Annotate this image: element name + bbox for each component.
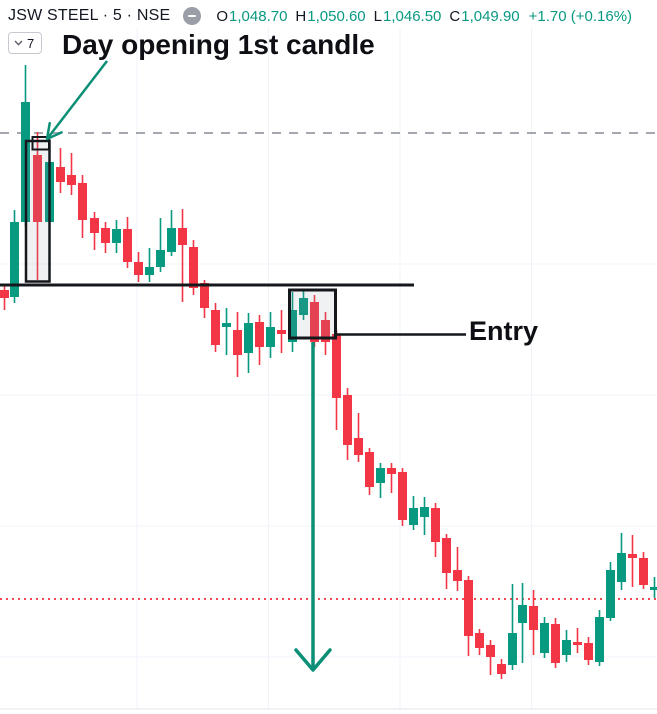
- candle-body: [299, 298, 308, 315]
- candle-body: [518, 605, 527, 623]
- low-label: L: [373, 7, 382, 25]
- candle-body: [200, 283, 209, 308]
- low-value: 1,046.50: [383, 7, 442, 25]
- candle-body: [639, 558, 648, 585]
- chevron-down-icon: [14, 40, 23, 46]
- day-open-arrow-head: [45, 121, 63, 141]
- candle-body: [617, 553, 626, 582]
- candle-body: [562, 640, 571, 655]
- open-range-box[interactable]: [24, 139, 51, 283]
- candle-body: [573, 642, 582, 645]
- candle-body: [420, 507, 429, 517]
- indicator-count: 7: [27, 35, 35, 51]
- candle-body: [244, 323, 253, 353]
- candle-body: [442, 538, 451, 573]
- candle-body: [189, 247, 198, 288]
- candle-body: [354, 438, 363, 455]
- candle-body: [508, 633, 517, 665]
- candle-body: [222, 323, 231, 327]
- candle-body: [10, 222, 19, 297]
- candle-body: [332, 334, 341, 398]
- candle-body: [650, 587, 657, 590]
- high-value: 1,050.60: [307, 7, 366, 25]
- candle-body: [409, 508, 418, 525]
- candle-body: [101, 228, 110, 243]
- candle-body: [431, 508, 440, 542]
- open-value: 1,048.70: [229, 7, 288, 25]
- candle-body: [112, 229, 121, 243]
- candle-body: [56, 167, 65, 182]
- minus-icon: [188, 15, 197, 17]
- candle-body: [134, 262, 143, 275]
- entry-annotation-label[interactable]: Entry: [469, 316, 539, 346]
- candle-body: [343, 395, 352, 445]
- collapse-legend-button[interactable]: [183, 7, 202, 25]
- candle-body: [551, 624, 560, 663]
- change-value: +1.70 (+0.16%): [528, 7, 633, 25]
- close-label: C: [449, 7, 461, 25]
- candle-body: [0, 290, 9, 298]
- candle-body: [497, 664, 506, 674]
- candle-body: [67, 175, 76, 185]
- indicators-toggle-button[interactable]: 7: [8, 32, 43, 54]
- day-open-annotation-label[interactable]: Day opening 1st candle: [62, 29, 375, 60]
- breakdown-arrow-head: [294, 648, 332, 672]
- candle-body: [540, 623, 549, 653]
- candle-body: [310, 302, 319, 342]
- candle-body: [584, 643, 593, 660]
- candle-body: [90, 218, 99, 233]
- candle-body: [595, 617, 604, 662]
- open-label: O: [216, 7, 229, 25]
- candle-body: [255, 322, 264, 347]
- ohlc-readout: O 1,048.70 H 1,050.60 L 1,046.50 C 1,049…: [216, 8, 632, 25]
- candle-body: [453, 570, 462, 581]
- candle-body: [606, 570, 615, 618]
- candle-body: [156, 250, 165, 267]
- candle-body: [398, 472, 407, 520]
- candle-body: [475, 633, 484, 648]
- candle-body: [376, 468, 385, 483]
- candle-body: [167, 228, 176, 252]
- candle-body: [123, 229, 132, 262]
- candle-body: [486, 645, 495, 657]
- candle-body: [266, 327, 275, 347]
- symbol-title[interactable]: JSW STEEL · 5 · NSE: [8, 7, 171, 24]
- open-candle-box[interactable]: [31, 136, 50, 151]
- candle-body: [277, 330, 286, 334]
- chart-header: JSW STEEL · 5 · NSE O 1,048.70 H 1,050.6…: [8, 4, 632, 28]
- candle-body: [233, 330, 242, 355]
- candle-body: [145, 267, 154, 275]
- high-label: H: [295, 7, 307, 25]
- candle-body: [211, 310, 220, 345]
- candle-body: [365, 452, 374, 487]
- candle-body: [464, 580, 473, 636]
- day-open-arrow-line[interactable]: [46, 60, 108, 140]
- candle-body: [387, 468, 396, 474]
- candle-body: [178, 228, 187, 245]
- entry-box[interactable]: [288, 288, 337, 340]
- candle-body: [33, 155, 42, 222]
- candle-body: [321, 320, 330, 342]
- candle-body: [529, 606, 538, 630]
- close-value: 1,049.90: [461, 7, 520, 25]
- candle-body: [628, 554, 637, 558]
- candle-body: [78, 183, 87, 220]
- candle-body: [288, 310, 297, 342]
